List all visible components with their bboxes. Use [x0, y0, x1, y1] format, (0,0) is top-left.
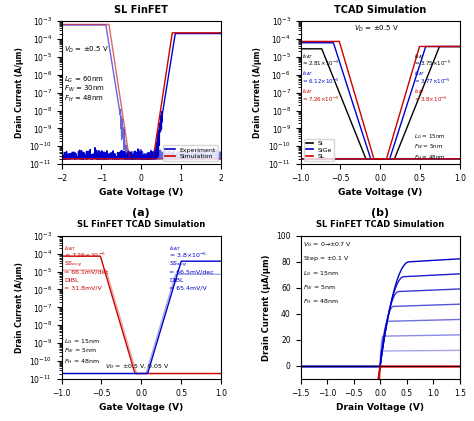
Text: (a): (a) [132, 208, 150, 218]
Text: $V_D$ = $\pm$0.5 V: $V_D$ = $\pm$0.5 V [354, 24, 399, 34]
Text: $SS_{avg}$: $SS_{avg}$ [169, 260, 187, 270]
Y-axis label: Drain Current (A/μm): Drain Current (A/μm) [15, 47, 24, 138]
Text: $F_W$ = 5nm: $F_W$ = 5nm [64, 346, 97, 355]
Text: = 66.5mV/dec: = 66.5mV/dec [169, 269, 214, 274]
Text: (b): (b) [371, 208, 389, 218]
Y-axis label: Drain Current (A/μm): Drain Current (A/μm) [15, 262, 24, 353]
Text: $F_W$ = 5nm: $F_W$ = 5nm [414, 142, 443, 151]
Text: $I_{SAT}$: $I_{SAT}$ [64, 245, 77, 253]
Y-axis label: Drain Current (A/μm): Drain Current (A/μm) [254, 47, 263, 138]
X-axis label: Drain Voltage (V): Drain Voltage (V) [336, 403, 424, 412]
Text: $L_G$ = 15nm: $L_G$ = 15nm [414, 132, 446, 141]
Text: $V_G$ = 0→$\pm$0.7 V: $V_G$ = 0→$\pm$0.7 V [303, 240, 352, 249]
Text: $L_G$ = 15nm: $L_G$ = 15nm [64, 337, 100, 346]
Text: = 3.75×10$^{-5}$: = 3.75×10$^{-5}$ [414, 59, 451, 68]
Text: = 7.26×10$^{-5}$: = 7.26×10$^{-5}$ [302, 95, 339, 104]
X-axis label: Gate Voltage (V): Gate Voltage (V) [338, 189, 422, 197]
Text: = 6.12×10$^{-5}$: = 6.12×10$^{-5}$ [302, 77, 340, 86]
Legend: Si, SiGe, SL: Si, SiGe, SL [304, 139, 334, 161]
Title: SL FinFET TCAD Simulation: SL FinFET TCAD Simulation [316, 221, 444, 229]
Text: $F_W$ = 5nm: $F_W$ = 5nm [303, 283, 336, 292]
Text: $V_D$ = $\pm$0.5 V: $V_D$ = $\pm$0.5 V [64, 45, 109, 55]
Title: SL FinFET TCAD Simulation: SL FinFET TCAD Simulation [77, 221, 205, 229]
Text: = 3.77×10$^{-5}$: = 3.77×10$^{-5}$ [414, 77, 451, 86]
Text: $L_G$ = 60nm: $L_G$ = 60nm [64, 75, 103, 85]
Text: DIBL: DIBL [169, 278, 183, 283]
Text: = 31.8mV/V: = 31.8mV/V [64, 285, 102, 290]
Text: = 66.1mV/dec: = 66.1mV/dec [64, 269, 109, 274]
Text: = 2.81×10$^{-5}$: = 2.81×10$^{-5}$ [302, 59, 339, 68]
Text: $SS_{avg}$: $SS_{avg}$ [64, 260, 82, 270]
Text: = 3.8×10$^{-5}$: = 3.8×10$^{-5}$ [414, 95, 447, 104]
Text: = 7.26×10$^{-5}$: = 7.26×10$^{-5}$ [64, 250, 106, 260]
Text: $I_{SAT}$: $I_{SAT}$ [302, 52, 313, 61]
Text: $I_{SAT}$: $I_{SAT}$ [302, 69, 313, 78]
X-axis label: Gate Voltage (V): Gate Voltage (V) [99, 189, 183, 197]
Title: SL FinFET: SL FinFET [114, 5, 168, 15]
Y-axis label: Drain Current (μA/μm): Drain Current (μA/μm) [262, 254, 271, 360]
Text: $I_{SAT}$: $I_{SAT}$ [169, 245, 182, 253]
Text: $I_{SAT}$: $I_{SAT}$ [414, 69, 425, 78]
Text: $F_H$ = 48nm: $F_H$ = 48nm [64, 94, 103, 104]
Text: $I_{SAT}$: $I_{SAT}$ [414, 88, 425, 96]
Text: $F_H$ = 48nm: $F_H$ = 48nm [303, 297, 339, 306]
Text: $F_H$ = 48nm: $F_H$ = 48nm [414, 153, 446, 162]
Title: TCAD Simulation: TCAD Simulation [334, 5, 426, 15]
Legend: Experiment, Simulation: Experiment, Simulation [163, 145, 218, 161]
Text: $I_{SAT}$: $I_{SAT}$ [302, 88, 313, 96]
Text: $V_D$ = $\pm$0.5 V, 0.05 V: $V_D$ = $\pm$0.5 V, 0.05 V [105, 362, 170, 371]
Text: DIBL: DIBL [64, 278, 79, 283]
Text: = 3.8×10$^{-5}$: = 3.8×10$^{-5}$ [169, 250, 208, 260]
Text: $I_{SAT}$: $I_{SAT}$ [414, 52, 425, 61]
Text: Step = $\pm$0.1 V: Step = $\pm$0.1 V [303, 254, 350, 264]
Text: = 65.4mV/V: = 65.4mV/V [169, 285, 207, 290]
X-axis label: Gate Voltage (V): Gate Voltage (V) [99, 403, 183, 412]
Text: $L_G$ = 15nm: $L_G$ = 15nm [303, 269, 339, 278]
Text: $F_W$ = 30nm: $F_W$ = 30nm [64, 84, 105, 94]
Text: $F_H$ = 48nm: $F_H$ = 48nm [64, 357, 100, 366]
